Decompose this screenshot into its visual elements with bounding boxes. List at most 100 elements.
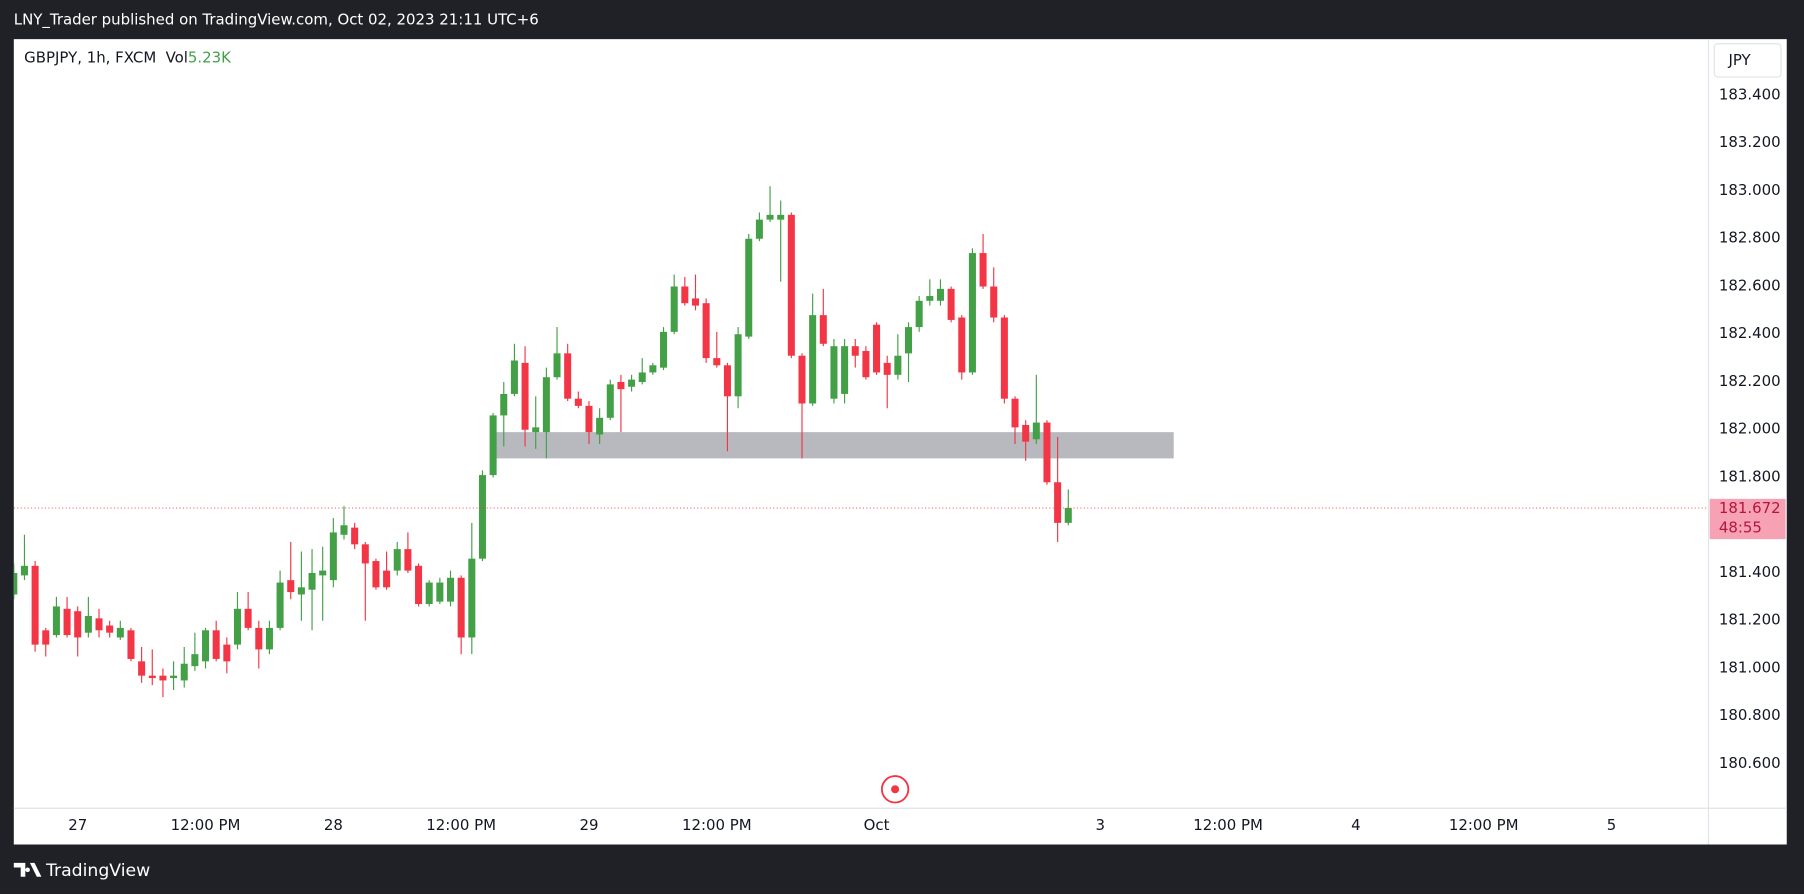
candle-body	[649, 365, 657, 373]
candle-body	[319, 570, 327, 576]
candle-body	[340, 525, 348, 535]
candle-body	[383, 570, 391, 588]
last-price-label: 181.672	[1719, 499, 1781, 517]
candle-body	[564, 353, 572, 399]
candle-body	[713, 358, 721, 366]
candle-body	[670, 286, 678, 332]
x-tick-label: Oct	[864, 816, 890, 834]
candle-body	[553, 353, 561, 378]
candle-body	[926, 296, 934, 301]
candle-body	[691, 298, 700, 306]
candle-body	[702, 303, 710, 359]
candle-body	[979, 253, 987, 287]
candle-body	[415, 565, 423, 605]
x-tick-label: 29	[579, 816, 598, 834]
candle-body	[883, 362, 891, 375]
candle-body	[1000, 317, 1008, 399]
candle-body	[393, 549, 401, 571]
y-tick-label: 182.800	[1719, 229, 1781, 247]
countdown: 48:55	[1719, 519, 1762, 537]
candle-body	[500, 393, 508, 416]
x-tick-label: 12:00 PM	[171, 816, 241, 834]
y-tick-label: 182.000	[1719, 420, 1781, 438]
y-tick-label: 182.400	[1719, 324, 1781, 342]
candle-body	[436, 582, 444, 602]
symbol: GBPJPY, 1h, FXCM	[24, 49, 156, 67]
candle-body	[361, 544, 369, 564]
candle-body	[809, 315, 817, 404]
candle-body	[287, 580, 295, 593]
candle-body	[308, 572, 316, 590]
candle-body	[159, 675, 167, 681]
candle-body	[1064, 508, 1072, 523]
candle-body	[489, 415, 497, 476]
candle-body	[372, 561, 380, 588]
candle-body	[74, 611, 82, 638]
candle-body	[755, 219, 763, 239]
y-tick-label: 180.800	[1719, 706, 1781, 724]
candle-body	[596, 417, 604, 435]
event-icon-dot	[891, 785, 900, 794]
y-tick-label: 181.200	[1719, 611, 1781, 629]
candle-body	[574, 398, 582, 406]
y-tick-label: 180.600	[1719, 754, 1781, 772]
candle-body	[628, 379, 636, 387]
x-tick-label: 4	[1351, 816, 1361, 834]
candle-body	[638, 372, 646, 382]
x-tick-label: 12:00 PM	[1193, 816, 1263, 834]
candle-body	[745, 238, 753, 337]
candle-body	[106, 625, 114, 633]
candle-body	[510, 360, 518, 394]
y-tick-label: 183.000	[1719, 181, 1781, 199]
x-tick-label: 28	[324, 816, 343, 834]
candle-body	[265, 627, 273, 650]
currency-box[interactable]	[1713, 43, 1782, 78]
candle-body	[851, 346, 859, 356]
candle-body	[329, 532, 337, 581]
candle-body	[894, 355, 902, 375]
y-tick-label: 182.600	[1719, 276, 1781, 294]
candle-body	[478, 475, 486, 559]
candle-body	[968, 253, 976, 373]
candle-body	[958, 317, 966, 373]
candle-body	[798, 355, 806, 404]
candle-body	[404, 549, 412, 571]
candle-body	[915, 300, 923, 328]
candle-body	[42, 630, 50, 645]
candle-body	[936, 288, 944, 301]
candle-body	[84, 615, 92, 633]
y-tick-label: 182.200	[1719, 372, 1781, 390]
last-price-box	[1709, 498, 1786, 540]
candle-body	[990, 286, 998, 318]
x-tick-label: 12:00 PM	[426, 816, 496, 834]
candle-body	[606, 384, 614, 418]
candle-body	[202, 630, 210, 662]
candle-body	[297, 587, 305, 595]
currency: JPY	[1727, 51, 1751, 69]
candle-body	[276, 582, 284, 628]
y-tick-label: 181.400	[1719, 563, 1781, 581]
candle-body	[585, 405, 593, 433]
zone	[495, 432, 1174, 459]
candle-body	[787, 214, 795, 356]
candle-body	[723, 365, 731, 397]
candle-body	[180, 663, 188, 681]
header: LNY_Trader published on TradingView.com,…	[14, 11, 539, 29]
candle-body	[830, 346, 838, 399]
candle-body	[681, 286, 689, 304]
y-tick-label: 183.400	[1719, 85, 1781, 103]
candle-body	[532, 427, 540, 433]
x-tick-label: 12:00 PM	[1449, 816, 1519, 834]
candle-body	[1022, 424, 1030, 442]
candle-body	[233, 608, 241, 645]
candle-body	[52, 606, 60, 636]
candle-body	[457, 577, 465, 638]
candle-body	[734, 334, 742, 397]
candle-body	[862, 350, 870, 378]
candle-body	[947, 288, 955, 320]
candle-body	[1011, 398, 1019, 428]
candle-body	[351, 527, 359, 545]
candle-body	[542, 377, 550, 433]
candle-body	[31, 565, 39, 645]
